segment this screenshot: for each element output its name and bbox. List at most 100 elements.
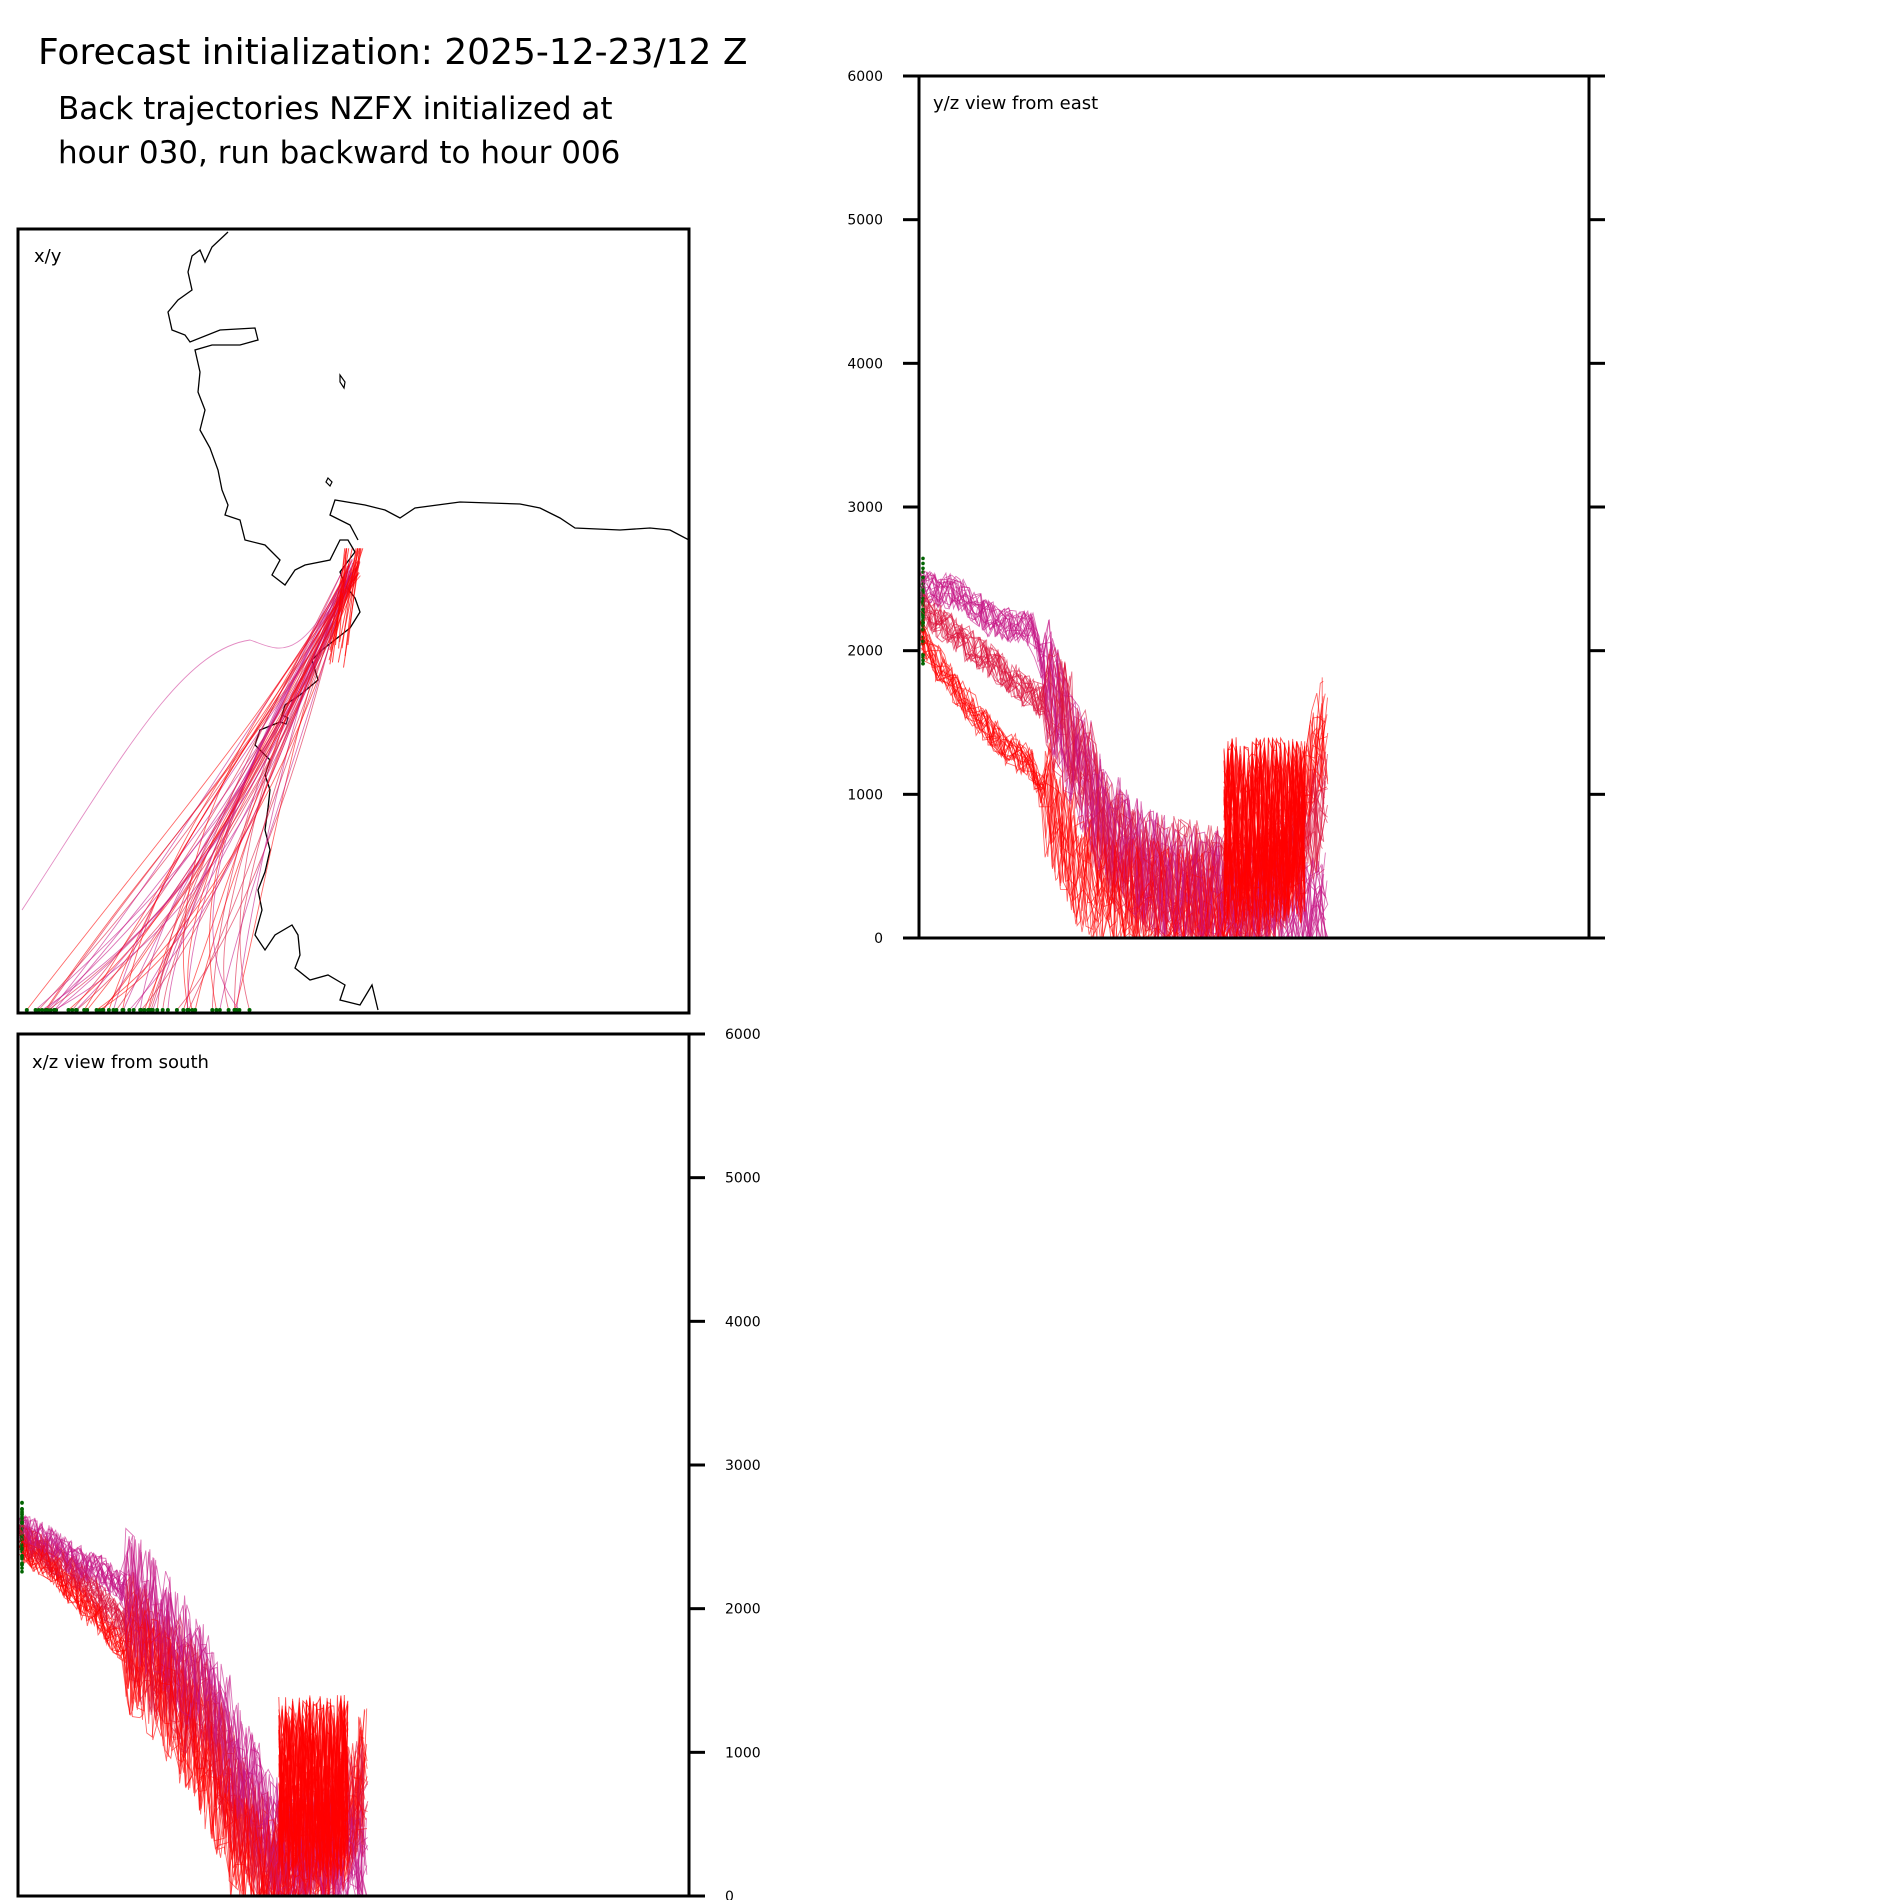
yz-y-axis: 0 1000 2000 3000 4000 5000 6000 bbox=[847, 69, 1605, 947]
xy-start-marker bbox=[82, 1008, 87, 1012]
xy-start-marker bbox=[52, 1008, 57, 1012]
yz-start-marker bbox=[921, 575, 925, 580]
yz-panel: 0 1000 2000 3000 4000 5000 6000 y/z view from … bbox=[847, 69, 1605, 947]
xy-start-marker bbox=[226, 1008, 231, 1012]
xy-start-marker bbox=[131, 1008, 136, 1012]
xy-start-marker bbox=[210, 1008, 215, 1012]
xz-ytick-label-4000: 4000 bbox=[725, 1314, 761, 1330]
xz-ytick-label-0: 0 bbox=[725, 1889, 734, 1900]
xy-late-trajectory-line bbox=[335, 548, 346, 646]
yz-trajectory-line bbox=[922, 611, 1326, 938]
yz-start-marker bbox=[921, 661, 925, 666]
xy-start-marker bbox=[217, 1008, 222, 1012]
xz-late-trajectory-line bbox=[278, 1700, 349, 1871]
xz-start-marker bbox=[20, 1544, 24, 1548]
xy-start-marker bbox=[44, 1008, 49, 1012]
xy-start-marker bbox=[155, 1008, 160, 1012]
xz-ytick-label-5000: 5000 bbox=[725, 1171, 761, 1187]
xy-start-marker bbox=[142, 1008, 147, 1012]
xy-start-marker bbox=[94, 1008, 99, 1012]
yz-start-marker bbox=[921, 556, 925, 561]
xz-panel: 0 1000 2000 3000 4000 5000 6000 x/z view from … bbox=[16, 1027, 761, 1900]
xy-trajectory-line bbox=[162, 571, 348, 1011]
xy-start-marker bbox=[85, 1008, 90, 1012]
xy-trajectory-line bbox=[219, 567, 351, 1011]
xy-start-marker bbox=[165, 1008, 170, 1012]
xy-trajectory-line bbox=[83, 565, 350, 1011]
xy-start-marker bbox=[36, 1008, 41, 1012]
xy-trajectories bbox=[21, 548, 364, 1012]
xy-start-marker bbox=[160, 1008, 165, 1012]
coastline bbox=[167, 231, 379, 1011]
coastline-north bbox=[329, 499, 689, 541]
xy-start-marker bbox=[111, 1008, 116, 1012]
xy-start-marker bbox=[127, 1008, 132, 1012]
figure-subtitle-line1: Back trajectories NZFX initialized at bbox=[58, 91, 613, 127]
xy-late-trajectory-line bbox=[344, 548, 359, 657]
figure-title: Forecast initialization: 2025-12-23/12 Z bbox=[38, 32, 748, 73]
xy-start-marker bbox=[146, 1008, 151, 1012]
xz-start-marker bbox=[20, 1569, 24, 1574]
yz-ytick-label-6000: 6000 bbox=[847, 69, 883, 85]
xy-trajectory-line bbox=[54, 560, 355, 1011]
xz-ytick-label-3000: 3000 bbox=[725, 1458, 761, 1474]
xy-panel: x/y bbox=[16, 227, 691, 1015]
xy-start-marker bbox=[70, 1008, 75, 1012]
xz-start-marker bbox=[20, 1561, 24, 1566]
yz-trajectory-line bbox=[923, 618, 1329, 938]
xy-start-marker bbox=[247, 1008, 252, 1012]
xy-trajectory-line bbox=[35, 567, 359, 1011]
xy-start-marker bbox=[74, 1008, 78, 1012]
xy-trajectory-line bbox=[108, 563, 359, 1011]
xy-trajectory-line bbox=[46, 576, 350, 1011]
xy-start-marker bbox=[114, 1008, 119, 1012]
xy-start-marker bbox=[33, 1008, 38, 1012]
yz-start-marker bbox=[921, 620, 925, 625]
yz-late-trajectory-line bbox=[1223, 769, 1306, 918]
xy-start-marker bbox=[190, 1008, 195, 1012]
yz-start-marker bbox=[921, 653, 925, 658]
xy-trajectory-line bbox=[156, 566, 357, 1011]
xy-start-marker bbox=[174, 1008, 179, 1012]
xy-start-marker bbox=[24, 1008, 29, 1012]
xy-start-marker bbox=[214, 1008, 219, 1012]
xy-start-marker bbox=[40, 1008, 45, 1012]
xz-trajectories bbox=[18, 1500, 369, 1896]
xy-start-marker bbox=[106, 1008, 111, 1012]
xy-trajectory-line bbox=[41, 571, 353, 1011]
yz-start-marker bbox=[921, 561, 925, 566]
xy-trajectory-line bbox=[234, 560, 359, 1011]
xy-start-marker bbox=[139, 1008, 144, 1012]
xz-late-trajectory-line bbox=[278, 1707, 349, 1868]
yz-start-marker bbox=[921, 615, 925, 620]
xy-start-marker bbox=[66, 1008, 71, 1012]
xz-panel-label: x/z view from south bbox=[32, 1052, 209, 1073]
xz-start-marker bbox=[20, 1509, 24, 1514]
xy-trajectory-line bbox=[45, 570, 348, 1011]
xy-late-trajectory-line bbox=[347, 548, 361, 646]
figure-subtitle-line2: hour 030, run backward to hour 006 bbox=[58, 135, 620, 171]
xz-start-marker bbox=[20, 1501, 24, 1505]
xz-y-axis: 0 1000 2000 3000 4000 5000 6000 bbox=[689, 1027, 761, 1900]
xz-ytick-label-2000: 2000 bbox=[725, 1602, 761, 1618]
xz-ytick-label-6000: 6000 bbox=[725, 1027, 761, 1043]
xy-late-trajectory-line bbox=[330, 548, 353, 652]
yz-trajectory-line bbox=[919, 570, 1328, 938]
yz-ytick-label-0: 0 bbox=[874, 931, 883, 947]
xz-start-marker bbox=[20, 1566, 24, 1570]
xy-trajectory-line bbox=[54, 569, 354, 1011]
xy-trajectory-line bbox=[71, 562, 348, 1011]
yz-ytick-label-3000: 3000 bbox=[847, 500, 883, 516]
xz-late-trajectory-line bbox=[278, 1695, 349, 1865]
xy-start-marker bbox=[193, 1008, 198, 1012]
xz-trajectory-line bbox=[19, 1534, 368, 1896]
yz-ytick-label-4000: 4000 bbox=[847, 356, 883, 372]
yz-ytick-label-2000: 2000 bbox=[847, 644, 883, 660]
xz-start-marker bbox=[20, 1506, 24, 1511]
yz-late-trajectory-line bbox=[1223, 739, 1306, 912]
yz-start-marker bbox=[921, 588, 925, 592]
yz-trajectory-line bbox=[921, 636, 1324, 938]
yz-start-marker bbox=[921, 566, 925, 571]
xy-axes-frame bbox=[16, 227, 691, 1015]
